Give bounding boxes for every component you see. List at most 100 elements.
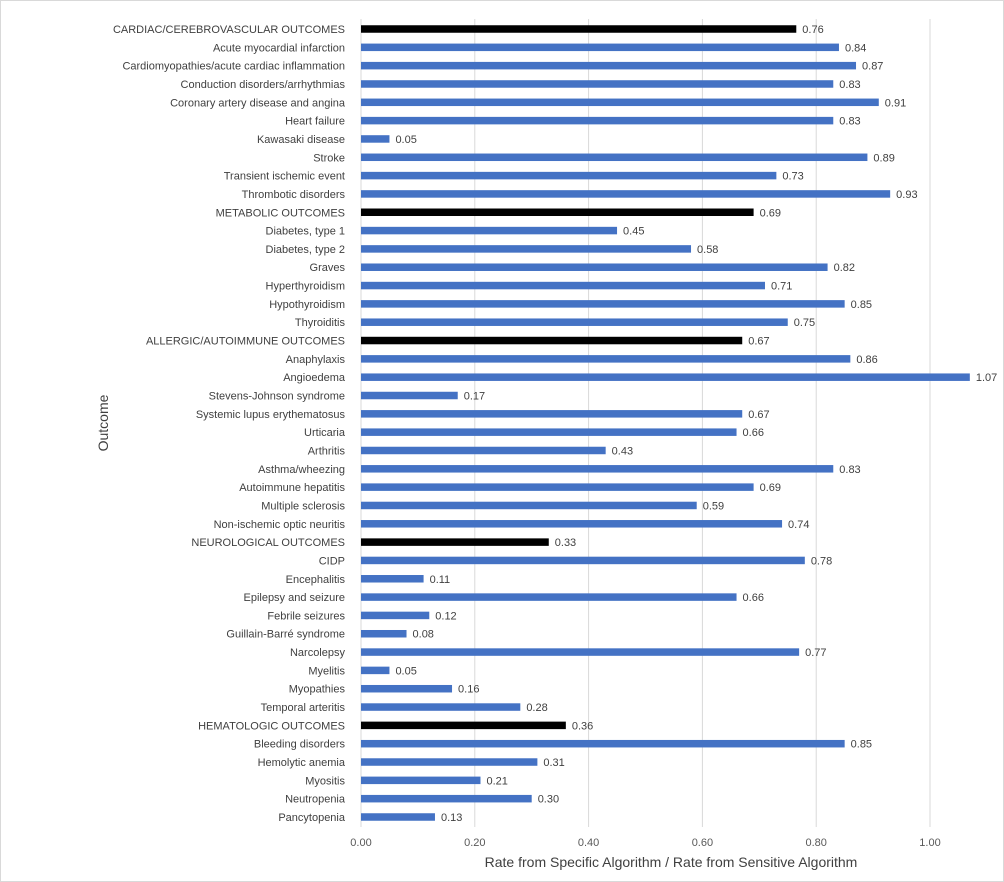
bar bbox=[361, 483, 754, 491]
category-label: Hypothyroidism bbox=[269, 299, 345, 311]
bar bbox=[361, 80, 834, 88]
data-label: 0.83 bbox=[839, 116, 860, 128]
category-label: Transient ischemic event bbox=[224, 171, 345, 183]
data-label: 1.07 bbox=[976, 372, 997, 384]
bar bbox=[361, 446, 606, 455]
category-label: Hemolytic anemia bbox=[258, 757, 346, 769]
bar bbox=[361, 226, 618, 235]
bar bbox=[361, 556, 805, 565]
data-label: 0.75 bbox=[794, 317, 815, 329]
bar bbox=[361, 43, 839, 52]
category-label: Kawasaki disease bbox=[257, 134, 345, 146]
bar bbox=[361, 263, 828, 271]
data-label: 0.08 bbox=[413, 629, 434, 641]
category-label: Epilepsy and seizure bbox=[243, 592, 345, 604]
category-label: Thrombotic disorders bbox=[242, 189, 346, 201]
category-label: Stevens-Johnson syndrome bbox=[209, 391, 345, 403]
data-label: 0.30 bbox=[538, 794, 559, 806]
group-label: ALLERGIC/AUTOIMMUNE OUTCOMES bbox=[146, 336, 345, 348]
x-tick-label: 0.00 bbox=[350, 837, 371, 849]
data-label: 0.12 bbox=[435, 610, 456, 622]
data-label: 0.77 bbox=[805, 647, 826, 659]
category-label: Coronary artery disease and angina bbox=[170, 97, 346, 109]
bar bbox=[361, 794, 532, 803]
data-label: 0.87 bbox=[862, 61, 883, 73]
data-label: 0.13 bbox=[441, 812, 462, 824]
x-tick-labels: 0.00 0.20 0.40 0.60 0.80 1.00 bbox=[350, 837, 940, 849]
data-label: 0.33 bbox=[555, 537, 576, 549]
data-label: 0.82 bbox=[834, 262, 855, 274]
bar bbox=[361, 648, 800, 656]
bar bbox=[361, 355, 851, 363]
category-label: Conduction disorders/arrhythmias bbox=[181, 79, 346, 91]
category-label: Angioedema bbox=[283, 372, 346, 384]
group-label: METABOLIC OUTCOMES bbox=[216, 207, 345, 219]
group-label: CARDIAC/CEREBROVASCULAR OUTCOMES bbox=[113, 24, 345, 36]
category-labels: CARDIAC/CEREBROVASCULAR OUTCOMES Acute my… bbox=[113, 24, 346, 824]
bar bbox=[361, 318, 788, 326]
category-label: Non-ischemic optic neuritis bbox=[214, 519, 346, 531]
bar bbox=[361, 629, 407, 638]
bar bbox=[361, 666, 390, 675]
category-label: Myopathies bbox=[289, 684, 346, 696]
category-label: Heart failure bbox=[285, 116, 345, 128]
data-label: 0.11 bbox=[430, 574, 451, 586]
x-tick-label: 1.00 bbox=[919, 837, 940, 849]
bar bbox=[361, 410, 743, 418]
data-label: 0.43 bbox=[612, 445, 633, 457]
category-label: Diabetes, type 1 bbox=[266, 226, 346, 238]
data-label: 0.36 bbox=[572, 720, 593, 732]
data-label: 0.67 bbox=[748, 409, 769, 421]
bar bbox=[361, 373, 970, 381]
category-label: CIDP bbox=[319, 555, 345, 567]
category-label: Thyroiditis bbox=[295, 317, 346, 329]
category-label: Narcolepsy bbox=[290, 647, 346, 659]
bar bbox=[361, 684, 453, 693]
data-label: 0.74 bbox=[788, 519, 809, 531]
category-label: Temporal arteritis bbox=[261, 702, 346, 714]
bars bbox=[361, 25, 970, 821]
data-label: 0.59 bbox=[703, 500, 724, 512]
category-label: Stroke bbox=[313, 152, 345, 164]
bar bbox=[361, 391, 458, 400]
data-label: 0.05 bbox=[395, 134, 416, 146]
data-label: 0.05 bbox=[395, 665, 416, 677]
category-label: Systemic lupus erythematosus bbox=[196, 409, 346, 421]
category-label: Myositis bbox=[305, 775, 345, 787]
data-label: 0.83 bbox=[839, 464, 860, 476]
bar bbox=[361, 758, 538, 766]
data-label: 0.83 bbox=[839, 79, 860, 91]
data-label: 0.17 bbox=[464, 391, 485, 403]
y-axis-title: Outcome bbox=[95, 394, 111, 451]
group-label: HEMATOLOGIC OUTCOMES bbox=[198, 720, 345, 732]
category-label: Cardiomyopathies/acute cardiac inflammat… bbox=[122, 61, 345, 73]
bar bbox=[361, 465, 834, 473]
category-label: Asthma/wheezing bbox=[258, 464, 345, 476]
bar bbox=[361, 611, 430, 620]
data-label: 0.66 bbox=[743, 427, 764, 439]
data-label: 0.76 bbox=[802, 24, 823, 36]
group-bar bbox=[361, 538, 549, 546]
data-label: 0.69 bbox=[760, 482, 781, 494]
data-label: 0.58 bbox=[697, 244, 718, 256]
bar bbox=[361, 281, 765, 290]
category-label: Multiple sclerosis bbox=[261, 500, 345, 512]
x-tick-label: 0.40 bbox=[578, 837, 599, 849]
category-label: Urticaria bbox=[304, 427, 346, 439]
category-label: Anaphylaxis bbox=[286, 354, 346, 366]
bar bbox=[361, 300, 845, 308]
data-label: 0.78 bbox=[811, 555, 832, 567]
group-bar bbox=[361, 208, 754, 217]
bar bbox=[361, 593, 737, 601]
data-label: 0.71 bbox=[771, 281, 792, 293]
category-label: Encephalitis bbox=[286, 574, 346, 586]
data-label: 0.16 bbox=[458, 684, 479, 696]
category-label: Arthritis bbox=[308, 445, 346, 457]
bar bbox=[361, 61, 857, 70]
data-label: 0.89 bbox=[873, 152, 894, 164]
category-label: Guillain-Barré syndrome bbox=[226, 629, 345, 641]
data-label: 0.45 bbox=[623, 226, 644, 238]
data-label: 0.73 bbox=[782, 171, 803, 183]
